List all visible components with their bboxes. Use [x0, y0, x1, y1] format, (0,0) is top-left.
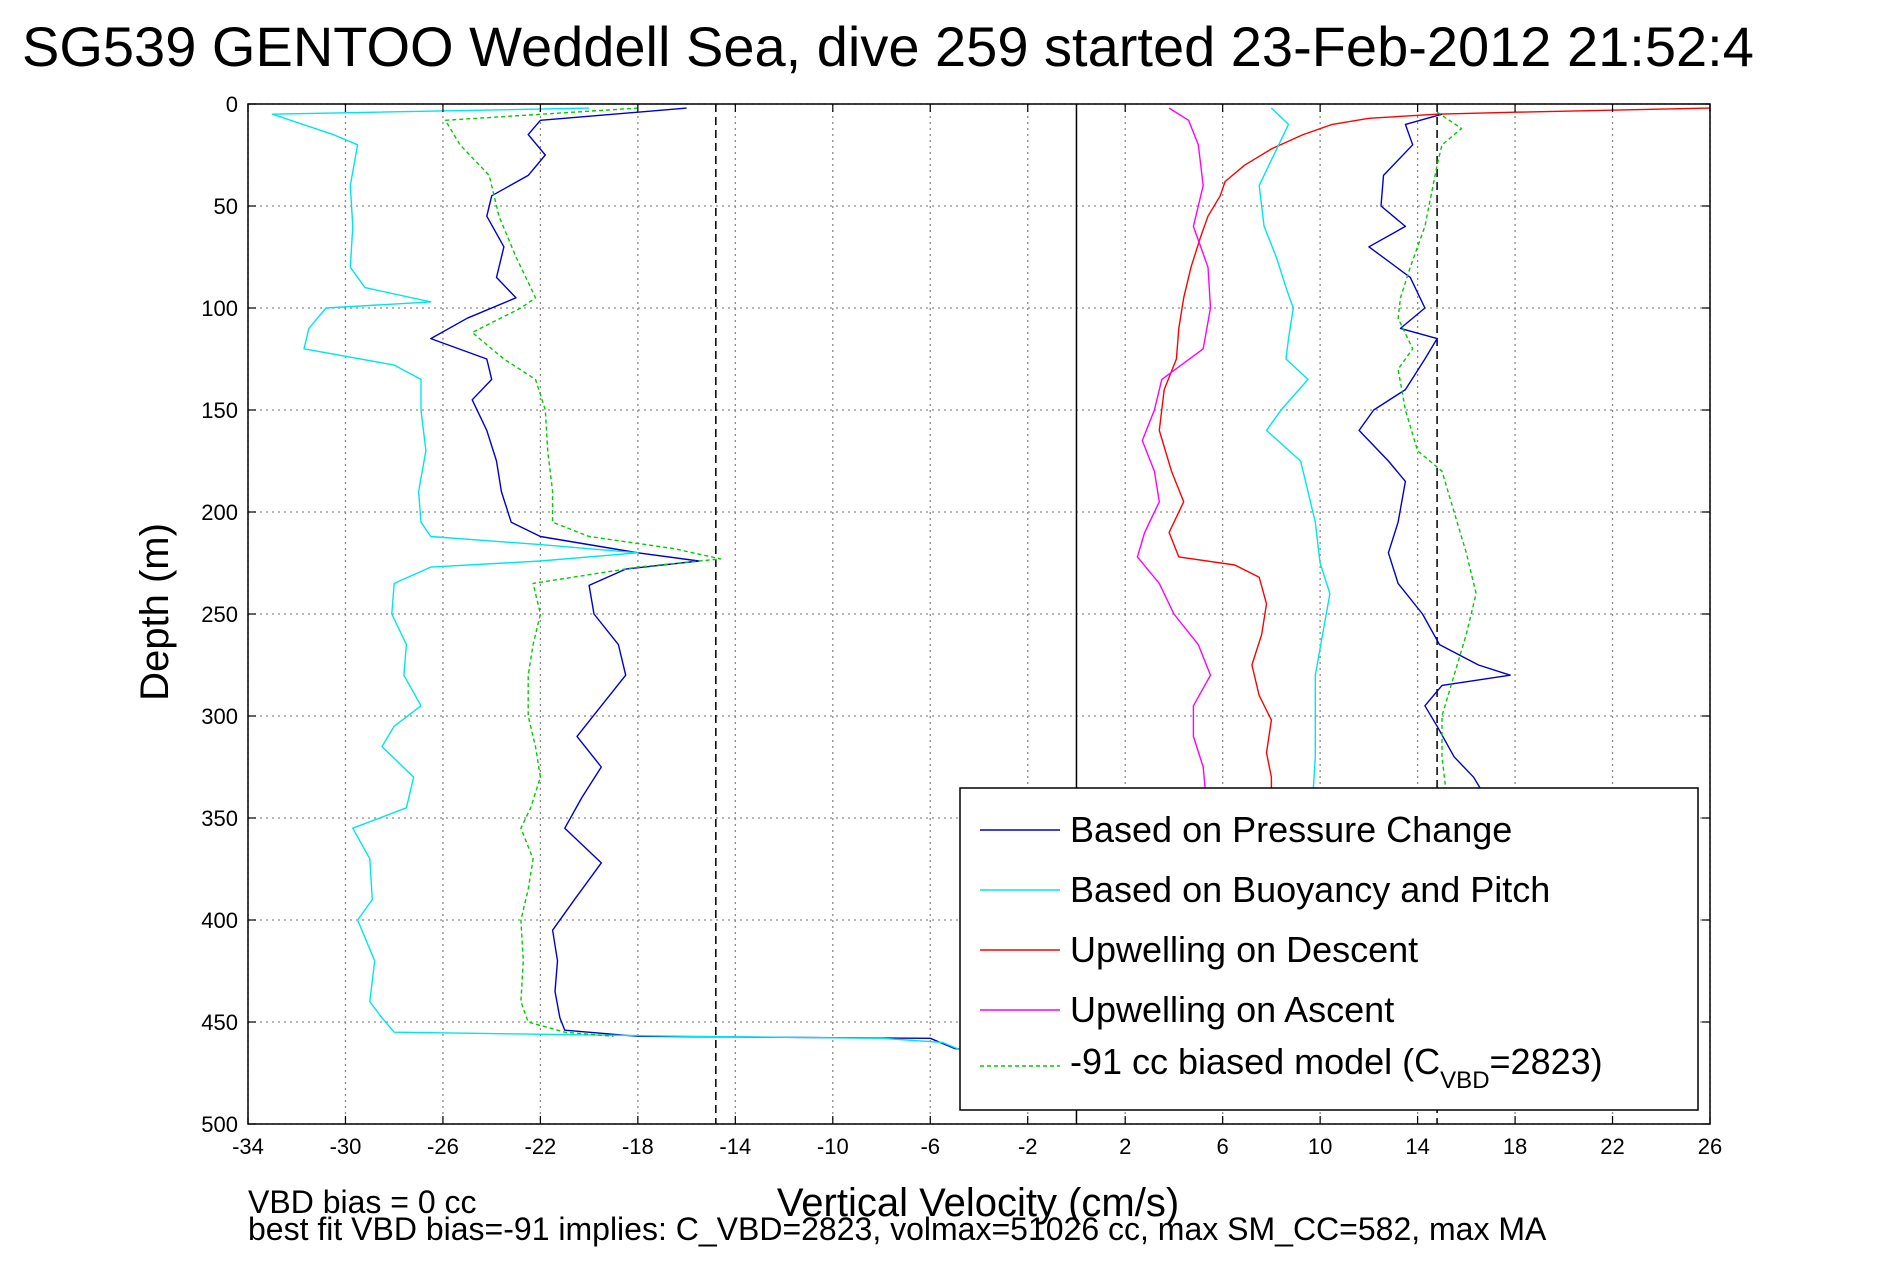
x-tick-label: 22 — [1600, 1134, 1624, 1159]
chart-title: SG539 GENTOO Weddell Sea, dive 259 start… — [22, 15, 1754, 78]
series-line-4 — [1136, 107, 1212, 794]
x-tick-label: 18 — [1503, 1134, 1527, 1159]
series-line-5 — [444, 107, 722, 1037]
y-tick-label: 300 — [201, 704, 238, 729]
y-axis-ticks: 0 50 100 150 200 250 300 350 400 450 500 — [201, 92, 1710, 1137]
x-tick-label: 2 — [1119, 1134, 1131, 1159]
x-tick-label: -22 — [525, 1134, 557, 1159]
x-axis-label: Vertical Velocity (cm/s) — [777, 1181, 1179, 1225]
legend: Based on Pressure Change Based on Buoyanc… — [959, 787, 1699, 1111]
y-tick-label: 400 — [201, 908, 238, 933]
data-series — [271, 107, 1711, 1054]
y-tick-label: 450 — [201, 1010, 238, 1035]
x-tick-label: 14 — [1405, 1134, 1429, 1159]
series-line-7 — [1258, 107, 1331, 798]
y-tick-label: 100 — [201, 296, 238, 321]
y-tick-label: 350 — [201, 806, 238, 831]
x-tick-label: -30 — [330, 1134, 362, 1159]
x-tick-label: 6 — [1217, 1134, 1229, 1159]
footnote-bias: VBD bias = 0 cc — [248, 1184, 477, 1220]
x-tick-label: -26 — [427, 1134, 459, 1159]
x-tick-label: 10 — [1308, 1134, 1332, 1159]
legend-label: -91 cc biased model (CVBD=2823) — [1070, 1041, 1603, 1094]
series-line-2 — [271, 107, 1024, 1054]
y-tick-label: 50 — [214, 194, 238, 219]
x-tick-label: -18 — [622, 1134, 654, 1159]
x-tick-label: -10 — [817, 1134, 849, 1159]
legend-box — [959, 787, 1699, 1111]
x-tick-label: -14 — [719, 1134, 751, 1159]
footnote-best-fit: best fit VBD bias=-91 implies: C_VBD=282… — [248, 1211, 1547, 1247]
series-line-3 — [1158, 107, 1711, 798]
legend-label: Based on Buoyancy and Pitch — [1070, 869, 1550, 910]
y-tick-label: 250 — [201, 602, 238, 627]
x-tick-label: -2 — [1018, 1134, 1038, 1159]
series-line-6 — [1358, 113, 1511, 798]
y-axis-label: Depth (m) — [133, 523, 177, 701]
legend-label: Upwelling on Ascent — [1070, 989, 1394, 1030]
x-tick-label: -34 — [232, 1134, 264, 1159]
y-tick-label: 0 — [226, 92, 238, 117]
y-tick-label: 200 — [201, 500, 238, 525]
legend-label: Based on Pressure Change — [1070, 809, 1512, 850]
y-tick-label: 150 — [201, 398, 238, 423]
x-axis-ticks: -34 -30 -26 -22 -18 -14 -10 -6 -2 2 6 10 14 18 22 26 — [232, 104, 1722, 1159]
x-tick-label: 26 — [1698, 1134, 1722, 1159]
x-tick-label: -6 — [920, 1134, 940, 1159]
y-tick-label: 500 — [201, 1112, 238, 1137]
legend-label: Upwelling on Descent — [1070, 929, 1418, 970]
